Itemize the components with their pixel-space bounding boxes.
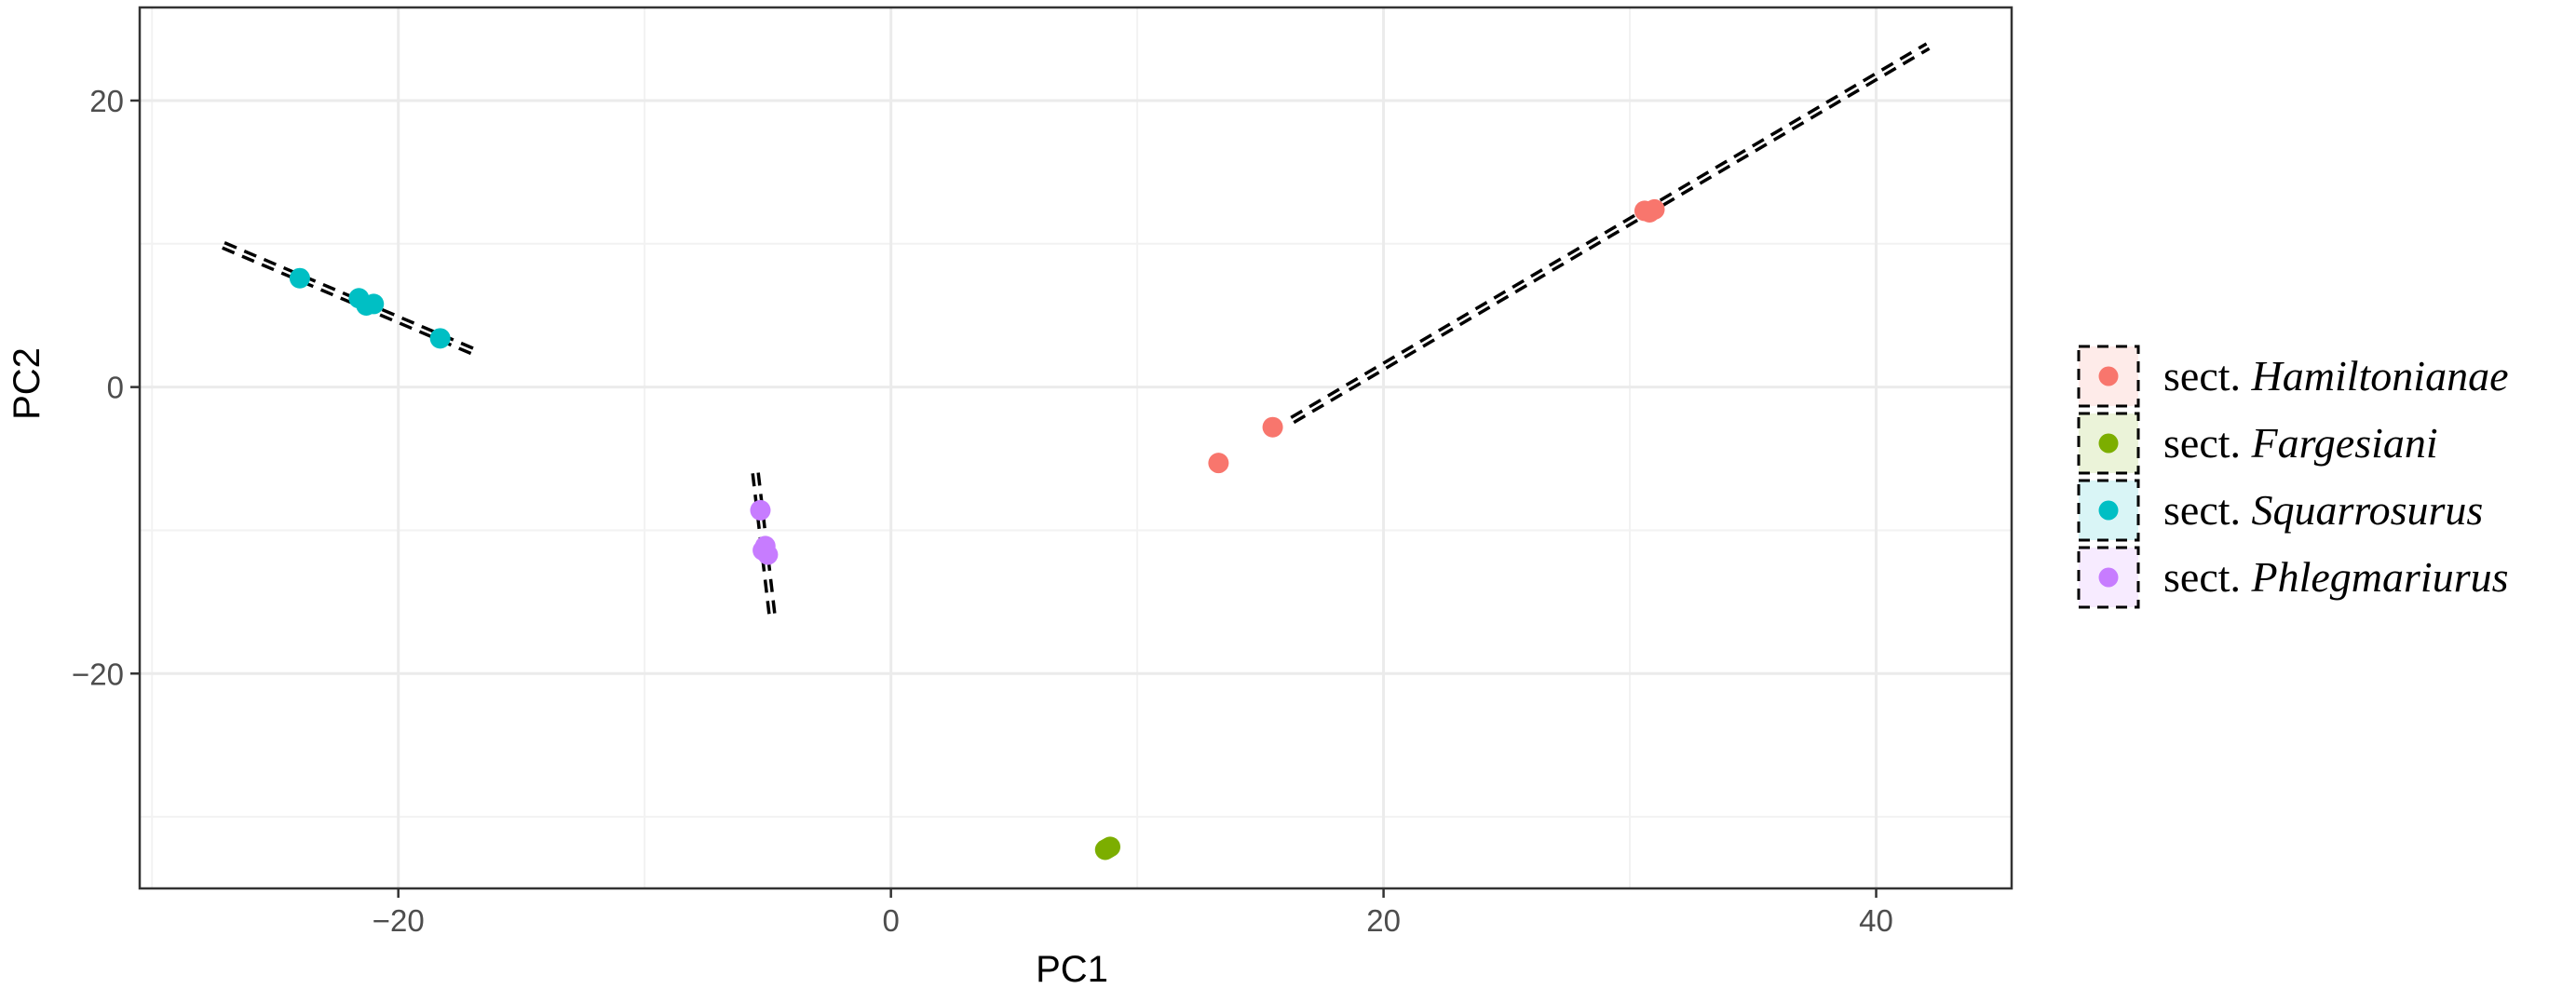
- x-tick-label: 40: [1859, 903, 1893, 938]
- legend-key-ellipse: [2077, 479, 2140, 542]
- legend-key-point: [2098, 366, 2119, 386]
- legend-label-prefix: sect.: [2163, 486, 2252, 534]
- legend-key-ellipse: [2077, 546, 2140, 609]
- x-tick-label: 0: [882, 903, 899, 938]
- legend-key-point: [2098, 433, 2119, 454]
- plot-panel: [138, 6, 2013, 890]
- legend-label-prefix: sect.: [2163, 352, 2252, 400]
- legend-label: sect. Fargesiani: [2163, 419, 2438, 467]
- y-tick-label: −20: [72, 657, 124, 691]
- legend-key-point: [2098, 500, 2119, 521]
- legend-key-ellipse: [2077, 345, 2140, 408]
- panel-border: [138, 6, 2013, 890]
- legend-label: sect. Squarrosurus: [2163, 486, 2483, 534]
- data-point: [752, 539, 774, 561]
- ellipse-dashed-line: [1290, 42, 1928, 419]
- legend-key-ellipse: [2077, 412, 2140, 475]
- legend-key-point: [2098, 567, 2119, 588]
- ellipse-dashed-line: [1293, 47, 1931, 425]
- panel-background: [140, 7, 2012, 888]
- legend-label-taxon: Hamiltonianae: [2251, 352, 2509, 400]
- legend-label-prefix: sect.: [2163, 553, 2252, 601]
- y-axis: −20 0 20: [72, 84, 140, 691]
- data-point: [1208, 453, 1229, 474]
- x-tick-label: −20: [373, 903, 425, 938]
- data-point: [289, 267, 310, 289]
- data-point: [429, 328, 451, 349]
- legend-label-taxon: Fargesiani: [2251, 419, 2438, 467]
- legend-label-taxon: Phlegmariurus: [2251, 553, 2509, 601]
- legend-label-prefix: sect.: [2163, 419, 2252, 467]
- y-tick-label: 0: [107, 371, 124, 405]
- y-tick-label: 20: [89, 84, 124, 118]
- data-point: [1639, 201, 1661, 223]
- data-point: [1100, 836, 1121, 858]
- legend-label: sect. Hamiltonianae: [2163, 352, 2509, 400]
- legend-label: sect. Phlegmariurus: [2163, 553, 2509, 601]
- y-axis-title: PC2: [7, 347, 47, 420]
- data-point: [750, 499, 771, 521]
- x-tick-label: 20: [1366, 903, 1401, 938]
- data-point: [363, 293, 385, 315]
- legend-label-taxon: Squarrosurus: [2252, 486, 2484, 534]
- x-axis: −20 0 20 40: [373, 888, 1893, 938]
- x-axis-title: PC1: [1036, 949, 1108, 989]
- data-point: [1262, 416, 1283, 438]
